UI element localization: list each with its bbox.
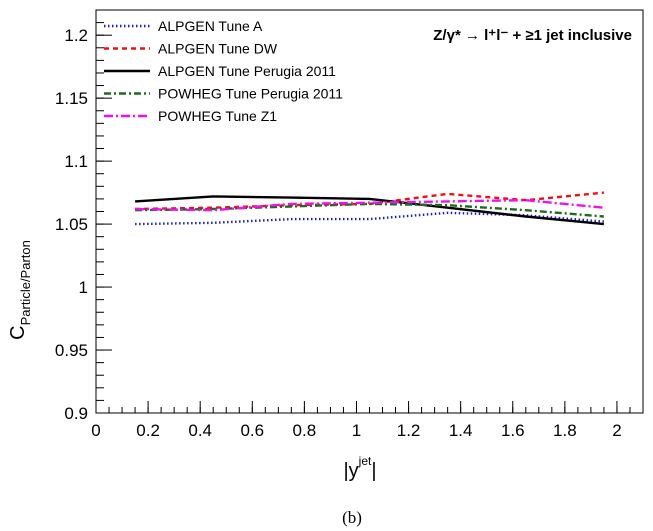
x-axis-title-sup: jet (358, 454, 372, 468)
series-line (135, 202, 604, 218)
x-tick-label: 0.8 (293, 421, 317, 440)
x-tick-label: 0.4 (188, 421, 212, 440)
chart-annotation: Z/γ* → l⁺l⁻ + ≥1 jet inclusive (433, 27, 632, 44)
figure-caption: (b) (342, 508, 362, 527)
legend: ALPGEN Tune A ALPGEN Tune DW ALPGEN Tune P… (104, 18, 343, 124)
series-line (135, 198, 605, 212)
x-tick-label: 1.2 (397, 421, 421, 440)
y-tick-label: 1 (79, 278, 88, 297)
legend-label: ALPGEN Tune DW (158, 41, 278, 57)
x-tick-label: 1 (352, 421, 361, 440)
legend-label: POWHEG Tune Perugia 2011 (158, 86, 343, 102)
legend-label: ALPGEN Tune Perugia 2011 (158, 63, 336, 79)
legend-label: POWHEG Tune Z1 (158, 108, 277, 124)
x-tick-label: 1.8 (553, 421, 577, 440)
y-axis-title-sub: Particle/Parton (18, 240, 33, 325)
x-tick-label: 0 (91, 421, 100, 440)
axis-ticks: 0 0.2 0.4 0.6 0.8 1 1.2 1.4 1.6 1.8 2 0.9 0.95 1 1.05 1… (55, 9, 644, 440)
x-tick-label: 0.6 (240, 421, 264, 440)
y-tick-label: 1.2 (64, 26, 88, 45)
y-tick-label: 1.15 (55, 89, 88, 108)
x-axis-title-main: |y (343, 460, 358, 482)
y-tick-label: 1.05 (55, 215, 88, 234)
x-tick-label: 0.2 (136, 421, 160, 440)
y-tick-label: 1.1 (64, 152, 88, 171)
y-tick-label: 0.9 (64, 404, 88, 423)
y-axis-title-main: C (7, 325, 29, 339)
x-axis-title-close: | (371, 460, 376, 482)
series-lines (135, 191, 605, 226)
x-tick-label: 1.4 (449, 421, 473, 440)
series-line (135, 195, 605, 226)
x-tick-label: 1.6 (501, 421, 525, 440)
legend-label: ALPGEN Tune A (158, 18, 263, 34)
x-tick-label: 2 (612, 421, 621, 440)
y-tick-label: 0.95 (55, 341, 88, 360)
x-axis-title: |yjet| (343, 454, 376, 482)
y-axis-title: CParticle/Parton (7, 240, 33, 340)
